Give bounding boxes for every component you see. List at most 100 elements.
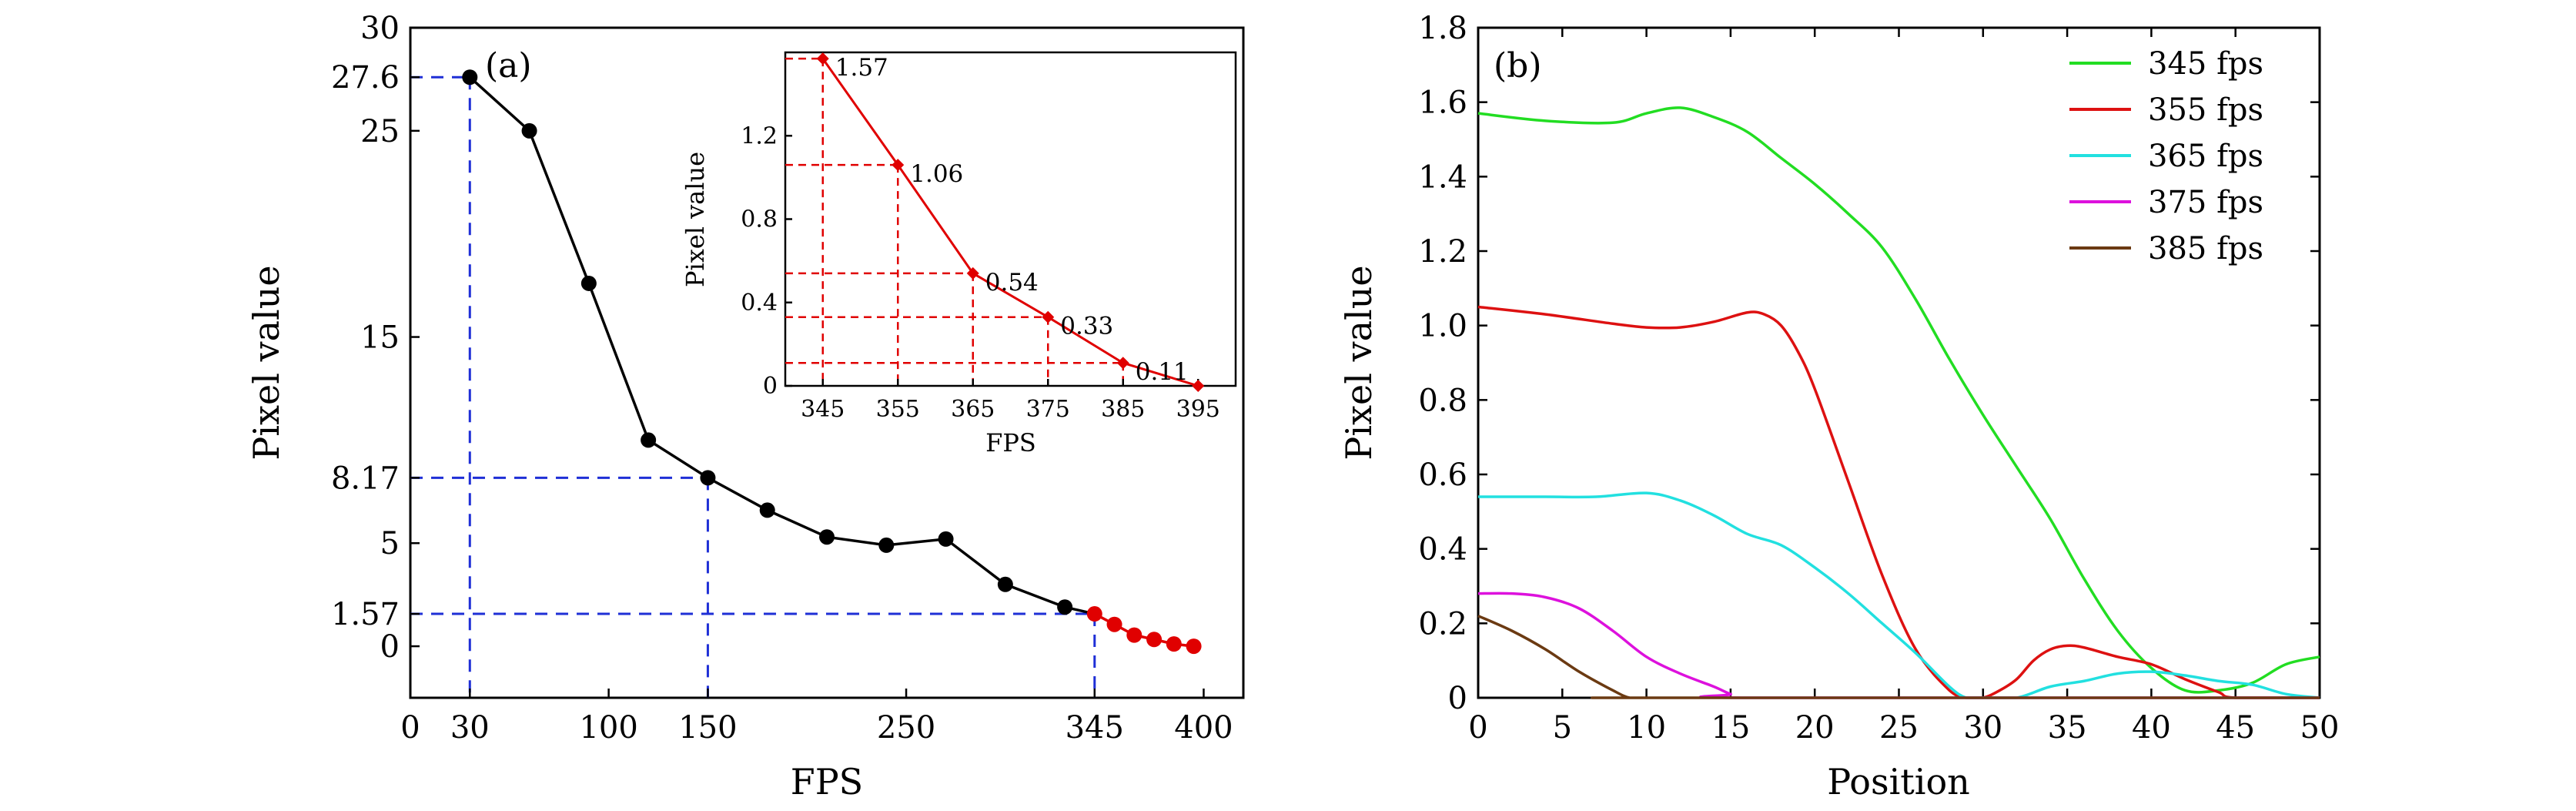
inset-data-label: 1.57	[835, 54, 888, 82]
inset-guides	[785, 57, 1124, 386]
y-tick-label: 0.4	[1418, 532, 1467, 568]
y-tick-label: 27.6	[331, 60, 400, 96]
series-line-0	[1477, 106, 2320, 694]
data-point	[1126, 627, 1142, 643]
y-tick-label: 8.17	[331, 461, 400, 496]
data-point	[1057, 599, 1073, 615]
inset-data-label: 1.06	[910, 160, 963, 188]
panel-a-series	[462, 69, 1202, 655]
data-point	[641, 432, 657, 448]
y-tick-label: 0.2	[1418, 606, 1467, 642]
data-point	[1186, 638, 1202, 655]
data-point	[878, 537, 895, 553]
panel-b-x-axis-label: Position	[1827, 761, 1970, 803]
data-point	[1086, 606, 1102, 622]
x-tick-label: 345	[1066, 710, 1124, 746]
inset-x-axis-label: FPS	[985, 428, 1036, 457]
x-tick-label: 25	[1879, 710, 1919, 746]
x-tick-label: 100	[579, 710, 637, 746]
x-tick-label: 0	[1468, 710, 1487, 746]
x-tick-label: 30	[450, 710, 490, 746]
panel-b-y-axis-label: Pixel value	[1338, 265, 1380, 460]
x-tick-label: 0	[400, 710, 420, 746]
y-tick-label: 15	[360, 320, 400, 356]
inset-x-tick-label: 395	[1176, 396, 1220, 423]
inset-x-tick-label: 365	[951, 396, 995, 423]
series-line-4	[1477, 615, 2320, 699]
inset-data-point	[1192, 380, 1205, 392]
inset-series-line	[821, 58, 1199, 387]
panel-a-label: (a)	[485, 46, 532, 85]
data-point	[759, 502, 775, 518]
y-tick-label: 25	[360, 114, 400, 149]
x-tick-label: 10	[1627, 710, 1666, 746]
data-point	[1146, 632, 1163, 648]
data-point	[580, 275, 597, 291]
inset-series: 1.57 1.06 0.54 0.33 0.11	[816, 52, 1205, 392]
data-point	[1106, 616, 1122, 632]
x-tick-label: 400	[1174, 710, 1233, 746]
y-tick-label: 1.2	[1418, 234, 1467, 270]
inset-data-label: 0.33	[1060, 313, 1113, 340]
data-point	[819, 529, 835, 545]
inset-y-tick-label: 1.2	[741, 122, 778, 149]
inset-data-point	[1116, 357, 1129, 370]
x-tick-label: 35	[2048, 710, 2087, 746]
data-point	[997, 576, 1013, 592]
inset-data-label: 0.54	[985, 269, 1039, 297]
panel-b-legend: 345 fps 355 fps 365 fps 375 fps 385 fps	[2069, 46, 2263, 266]
x-tick-label: 45	[2216, 710, 2255, 746]
x-tick-label: 30	[1963, 710, 2002, 746]
x-tick-label: 50	[2300, 710, 2340, 746]
panel-b-label: (b)	[1494, 46, 1542, 85]
inset-y-tick-label: 0	[763, 373, 778, 400]
data-point	[1166, 636, 1182, 652]
inset-data-point	[816, 52, 829, 65]
x-tick-label: 250	[877, 710, 935, 746]
panel-a-x-axis-label: FPS	[791, 761, 863, 803]
y-tick-label: 1.8	[1418, 11, 1467, 46]
data-point	[938, 531, 954, 547]
panel-a-frame	[409, 26, 1245, 699]
x-tick-label: 20	[1795, 710, 1835, 746]
x-tick-label: 5	[1553, 710, 1572, 746]
inset-y-axis-label: Pixel value	[681, 152, 710, 287]
panel-a-guides	[410, 75, 1096, 698]
data-point	[521, 122, 537, 139]
panel-a-inset: FPS Pixel value 345 355 365 375 385 395 0 0.4 0.…	[681, 51, 1237, 457]
x-tick-label: 150	[678, 710, 737, 746]
inset-y-tick-label: 0.8	[741, 206, 778, 233]
y-tick-label: 0	[380, 629, 400, 665]
y-tick-label: 1.6	[1418, 85, 1467, 121]
data-point	[700, 470, 716, 486]
legend-label: 345 fps	[2148, 46, 2263, 82]
y-tick-label: 0	[1448, 681, 1467, 716]
y-tick-label: 0.8	[1418, 383, 1467, 418]
inset-y-tick-label: 0.4	[741, 290, 778, 317]
legend-label: 365 fps	[2148, 139, 2263, 174]
y-tick-label: 1.0	[1418, 309, 1467, 344]
inset-data-point	[892, 159, 905, 172]
inset-data-point	[1042, 310, 1055, 323]
series-line-2	[1478, 491, 2320, 699]
inset-x-tick-label: 375	[1026, 396, 1070, 423]
y-tick-label: 1.4	[1418, 159, 1467, 195]
legend-label: 385 fps	[2148, 231, 2263, 266]
panel-b-series	[1477, 106, 2320, 699]
series-line-1	[1477, 305, 2320, 699]
inset-data-point	[966, 266, 979, 280]
inset-x-tick-label: 355	[876, 396, 920, 423]
inset-data-label: 0.11	[1136, 358, 1189, 386]
inset-x-tick-label: 385	[1101, 396, 1145, 423]
panel-b-frame	[1477, 26, 2321, 699]
data-point	[462, 69, 478, 85]
panel-a-ticks: 0 30 100 150 250 345 400 0 1.57 5 8.17 15 25 27.6 30	[331, 11, 1233, 746]
x-tick-label: 15	[1711, 710, 1750, 746]
legend-label: 375 fps	[2148, 185, 2263, 220]
x-tick-label: 40	[2132, 710, 2171, 746]
panel-b-ticks: 0 5 10 15 20 25 30 35 40 45 50 0 0.2 0.4 0.6 0.8 1.0 1.2 1…	[1418, 11, 2339, 746]
y-tick-label: 5	[380, 526, 400, 561]
panel-a-y-axis-label: Pixel value	[246, 265, 287, 460]
y-tick-label: 30	[360, 11, 400, 46]
